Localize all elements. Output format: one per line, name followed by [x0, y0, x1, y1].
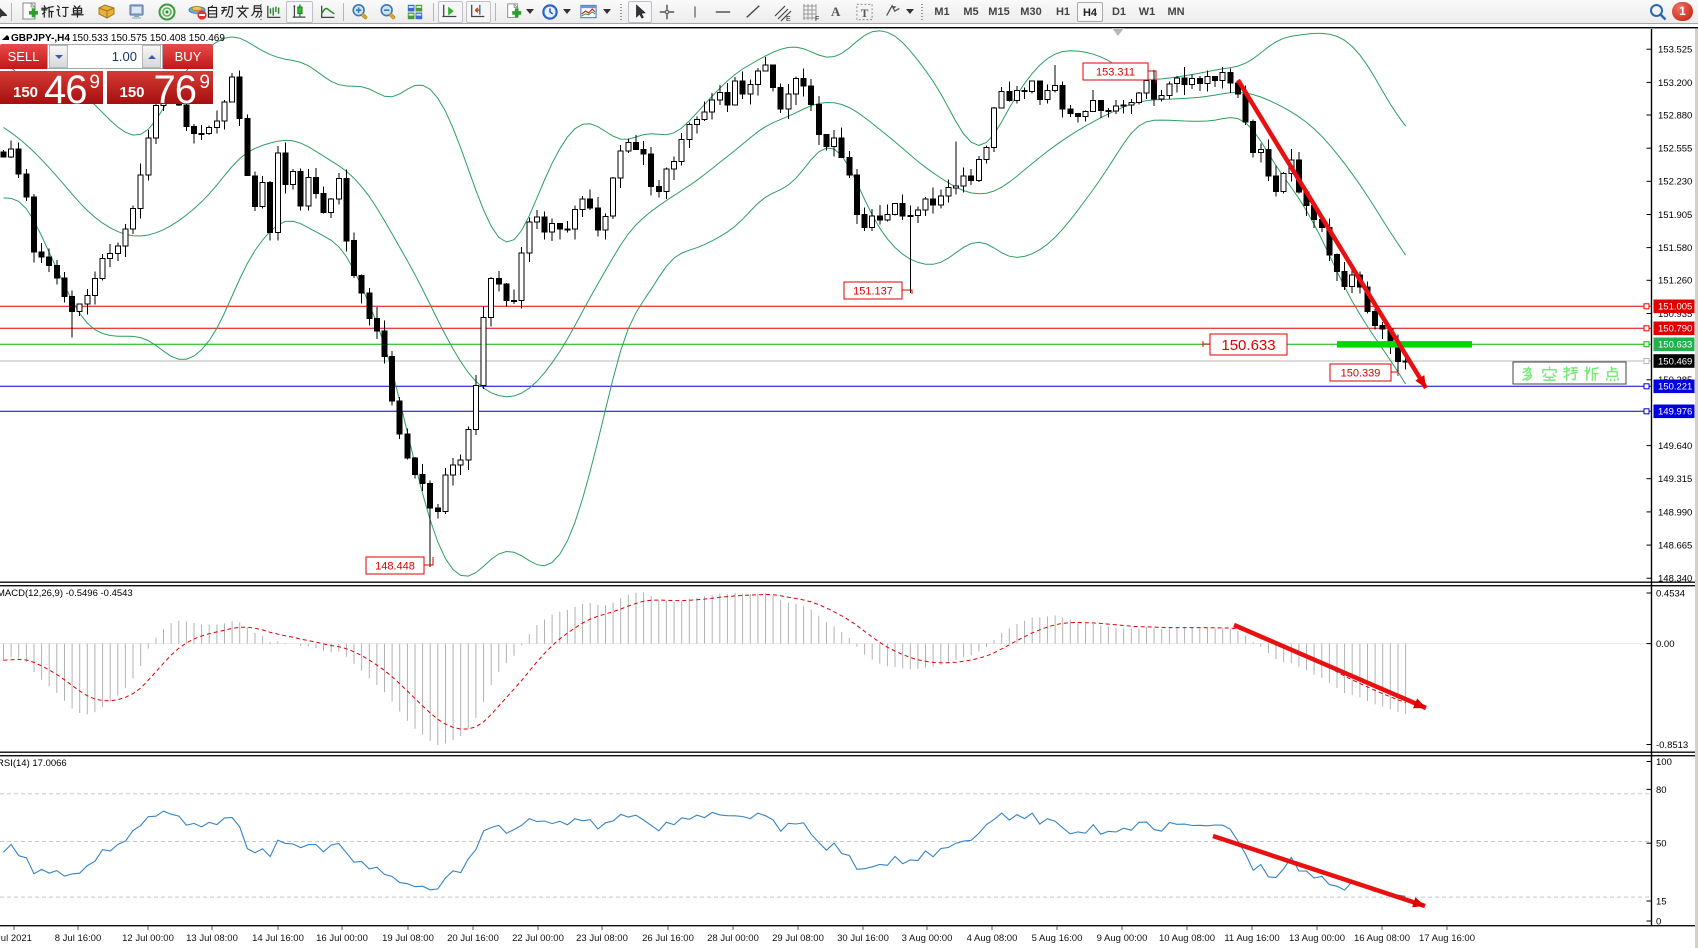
svg-text:13 Aug 00:00: 13 Aug 00:00 — [1289, 933, 1345, 944]
svg-text:148.990: 148.990 — [1658, 507, 1692, 518]
svg-text:E: E — [786, 16, 791, 22]
svg-text:148.340: 148.340 — [1658, 574, 1692, 585]
svg-text:149.640: 149.640 — [1658, 441, 1692, 452]
svg-text:9 Aug 00:00: 9 Aug 00:00 — [1097, 933, 1148, 944]
svg-text:30 Jul 16:00: 30 Jul 16:00 — [837, 933, 889, 944]
svg-text:150.935: 150.935 — [1658, 309, 1692, 320]
svg-text:153.200: 153.200 — [1658, 78, 1692, 89]
svg-text:Jul 2021: Jul 2021 — [0, 933, 32, 944]
svg-text:11 Aug 16:00: 11 Aug 16:00 — [1224, 933, 1279, 944]
svg-text:15: 15 — [1656, 896, 1667, 907]
svg-text:153.525: 153.525 — [1658, 45, 1692, 56]
svg-text:5 Aug 16:00: 5 Aug 16:00 — [1032, 933, 1083, 944]
svg-text:MACD(12,26,9) -0.5496 -0.4543: MACD(12,26,9) -0.5496 -0.4543 — [0, 588, 133, 599]
svg-text:149.315: 149.315 — [1658, 474, 1692, 485]
svg-text:16 Jul 00:00: 16 Jul 00:00 — [316, 933, 368, 944]
svg-text:4 Aug 08:00: 4 Aug 08:00 — [967, 933, 1018, 944]
svg-text:8 Jul 16:00: 8 Jul 16:00 — [55, 933, 101, 944]
svg-text:148.448: 148.448 — [375, 560, 415, 572]
svg-text:28 Jul 00:00: 28 Jul 00:00 — [707, 933, 759, 944]
svg-text:151.260: 151.260 — [1658, 276, 1692, 287]
svg-text:0: 0 — [1656, 916, 1661, 927]
svg-text:150.339: 150.339 — [1341, 367, 1381, 379]
svg-text:0.4534: 0.4534 — [1656, 588, 1685, 599]
svg-text:152.230: 152.230 — [1658, 177, 1692, 188]
svg-text:0.00: 0.00 — [1656, 639, 1675, 650]
svg-text:150.633: 150.633 — [1221, 337, 1275, 354]
svg-text:26 Jul 16:00: 26 Jul 16:00 — [642, 933, 694, 944]
svg-text:150.221: 150.221 — [1658, 382, 1692, 393]
svg-text:151.005: 151.005 — [1658, 302, 1692, 313]
svg-text:29 Jul 08:00: 29 Jul 08:00 — [772, 933, 824, 944]
svg-text:151.137: 151.137 — [853, 285, 893, 297]
svg-text:152.555: 152.555 — [1658, 144, 1692, 155]
svg-text:RSI(14) 17.0066: RSI(14) 17.0066 — [0, 758, 67, 769]
svg-text:10 Aug 08:00: 10 Aug 08:00 — [1159, 933, 1215, 944]
svg-text:14 Jul 16:00: 14 Jul 16:00 — [252, 933, 304, 944]
svg-text:T: T — [861, 8, 869, 20]
svg-text:100: 100 — [1656, 757, 1672, 768]
svg-text:F: F — [815, 16, 819, 22]
svg-text:50: 50 — [1656, 839, 1667, 850]
svg-text:12 Jul 00:00: 12 Jul 00:00 — [122, 933, 174, 944]
svg-text:23 Jul 08:00: 23 Jul 08:00 — [576, 933, 628, 944]
svg-text:22 Jul 00:00: 22 Jul 00:00 — [512, 933, 564, 944]
svg-text:80: 80 — [1656, 785, 1667, 796]
svg-text:GBPJPY-,H4: GBPJPY-,H4 — [11, 33, 70, 44]
svg-text:3 Aug 00:00: 3 Aug 00:00 — [902, 933, 953, 944]
svg-text:151.905: 151.905 — [1658, 210, 1692, 221]
svg-text:17 Aug 16:00: 17 Aug 16:00 — [1419, 933, 1475, 944]
svg-text:148.665: 148.665 — [1658, 541, 1692, 552]
svg-text:16 Aug 08:00: 16 Aug 08:00 — [1354, 933, 1410, 944]
svg-text:150.790: 150.790 — [1658, 324, 1692, 335]
svg-text:153.311: 153.311 — [1096, 66, 1135, 78]
svg-text:-0.8513: -0.8513 — [1656, 740, 1688, 751]
svg-text:150.633: 150.633 — [1658, 340, 1692, 351]
svg-text:150.469: 150.469 — [1658, 356, 1692, 367]
svg-text:20 Jul 16:00: 20 Jul 16:00 — [447, 933, 499, 944]
svg-text:149.976: 149.976 — [1658, 407, 1692, 418]
svg-text:13 Jul 08:00: 13 Jul 08:00 — [186, 933, 238, 944]
svg-text:152.880: 152.880 — [1658, 110, 1692, 121]
svg-text:150.533 150.575 150.408 150.46: 150.533 150.575 150.408 150.469 — [72, 33, 225, 44]
svg-text:151.580: 151.580 — [1658, 243, 1692, 254]
svg-text:19 Jul 08:00: 19 Jul 08:00 — [382, 933, 434, 944]
